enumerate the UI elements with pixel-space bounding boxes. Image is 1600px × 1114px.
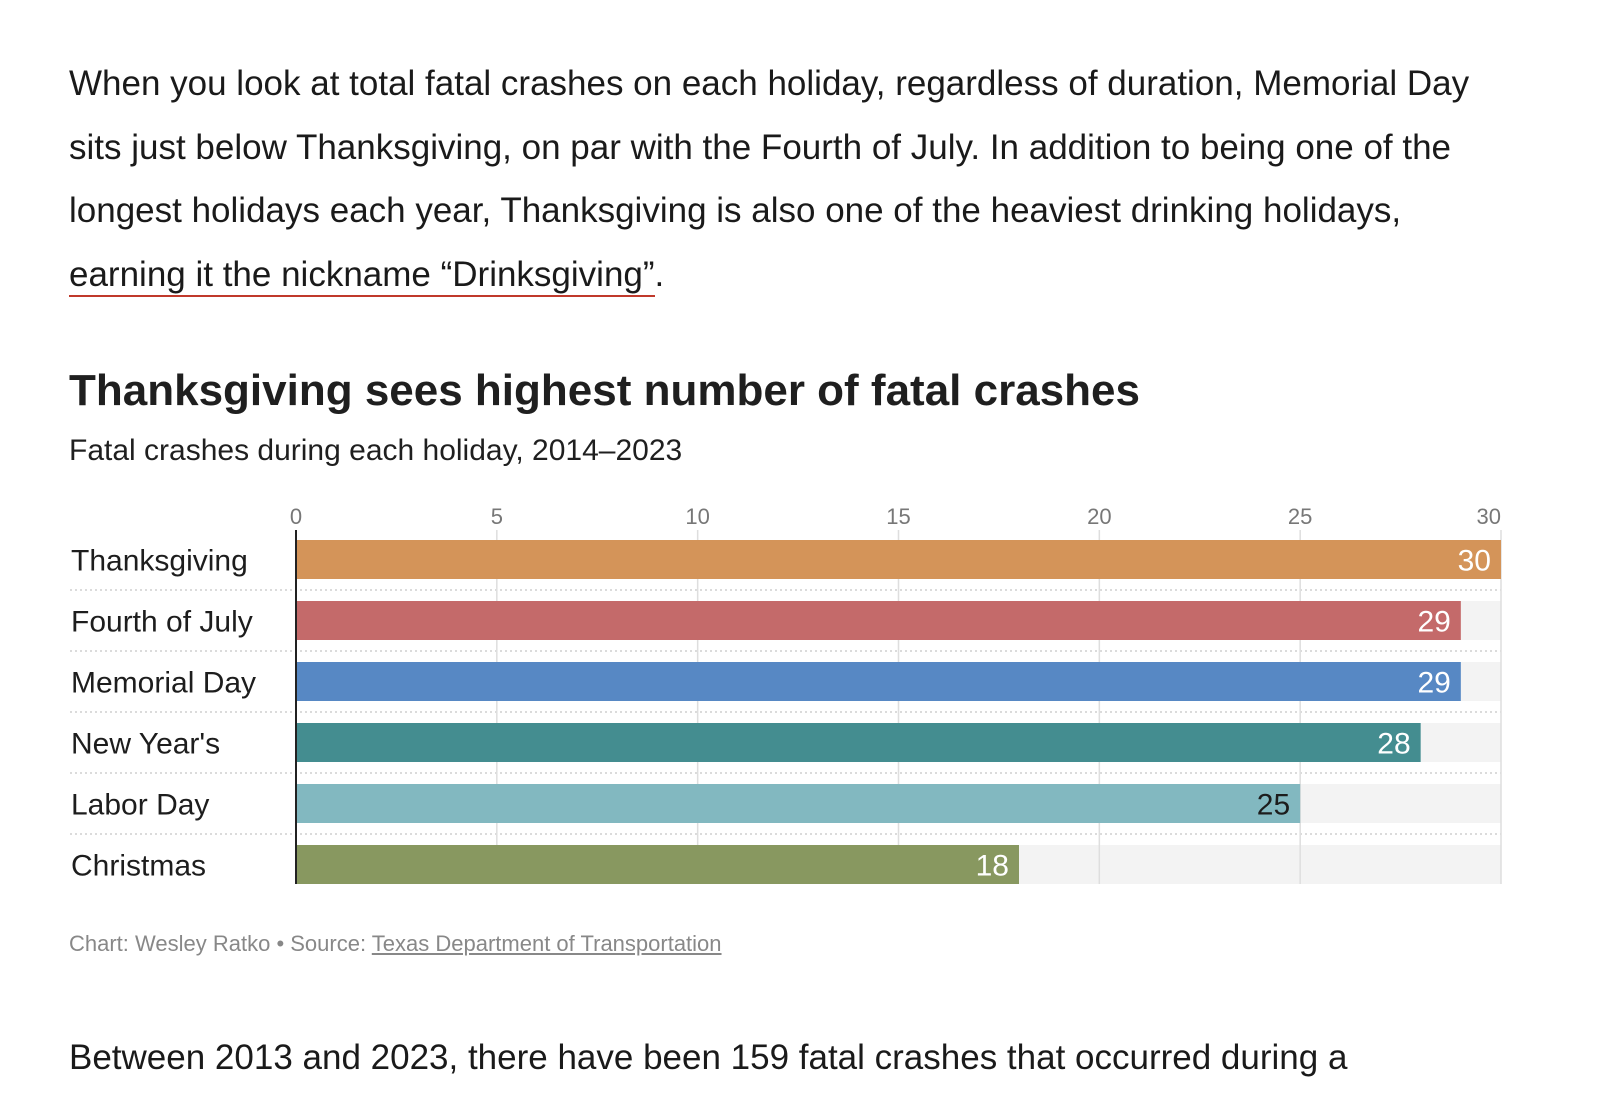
- value-label: 18: [976, 850, 1009, 883]
- chart-footer: Chart: Wesley Ratko • Source: Texas Depa…: [69, 931, 722, 957]
- value-label: 25: [1257, 789, 1290, 822]
- chart-rows: Thanksgiving 30 Fourth of July 29 Memorial D…: [71, 530, 1501, 884]
- category-label: Memorial Day: [71, 667, 256, 700]
- intro-end: .: [654, 254, 665, 294]
- bar-chart: 0 5 10 15 20 25 30 Thanksgiving 30 Fourth of Jul…: [70, 504, 1502, 884]
- x-axis-ticks: 0 5 10 15 20 25 30: [290, 504, 1501, 529]
- bar: [296, 784, 1301, 823]
- x-tick-label: 10: [685, 504, 709, 529]
- x-tick-label: 30: [1477, 504, 1501, 529]
- x-tick-label: 15: [886, 504, 910, 529]
- intro-paragraph: When you look at total fatal crashes on …: [69, 52, 1519, 306]
- category-label: Fourth of July: [71, 606, 253, 639]
- x-tick-label: 5: [491, 504, 503, 529]
- bar: [296, 601, 1461, 640]
- chart-credit: Chart: Wesley Ratko • Source:: [69, 931, 372, 956]
- x-tick-label: 20: [1087, 504, 1111, 529]
- bar: [296, 845, 1019, 884]
- category-label: Thanksgiving: [71, 545, 248, 578]
- value-label: 30: [1458, 545, 1491, 578]
- bar: [296, 723, 1421, 762]
- intro-text: When you look at total fatal crashes on …: [69, 64, 1470, 230]
- category-label: New Year's: [71, 728, 220, 761]
- chart-gridlines: [70, 530, 1502, 884]
- category-label: Christmas: [71, 850, 206, 883]
- x-tick-label: 25: [1288, 504, 1312, 529]
- next-paragraph: Between 2013 and 2023, there have been 1…: [69, 1038, 1348, 1077]
- drinksgiving-link[interactable]: earning it the nickname “Drinksgiving”: [69, 254, 655, 297]
- chart-subtitle: Fatal crashes during each holiday, 2014–…: [69, 434, 683, 467]
- category-label: Labor Day: [71, 789, 209, 822]
- value-label: 29: [1417, 606, 1450, 639]
- value-label: 28: [1377, 728, 1410, 761]
- chart-title: Thanksgiving sees highest number of fata…: [69, 366, 1140, 415]
- value-label: 29: [1417, 667, 1450, 700]
- source-link[interactable]: Texas Department of Transportation: [371, 931, 722, 956]
- bar: [296, 540, 1501, 579]
- x-tick-label: 0: [290, 504, 302, 529]
- bar: [296, 662, 1461, 701]
